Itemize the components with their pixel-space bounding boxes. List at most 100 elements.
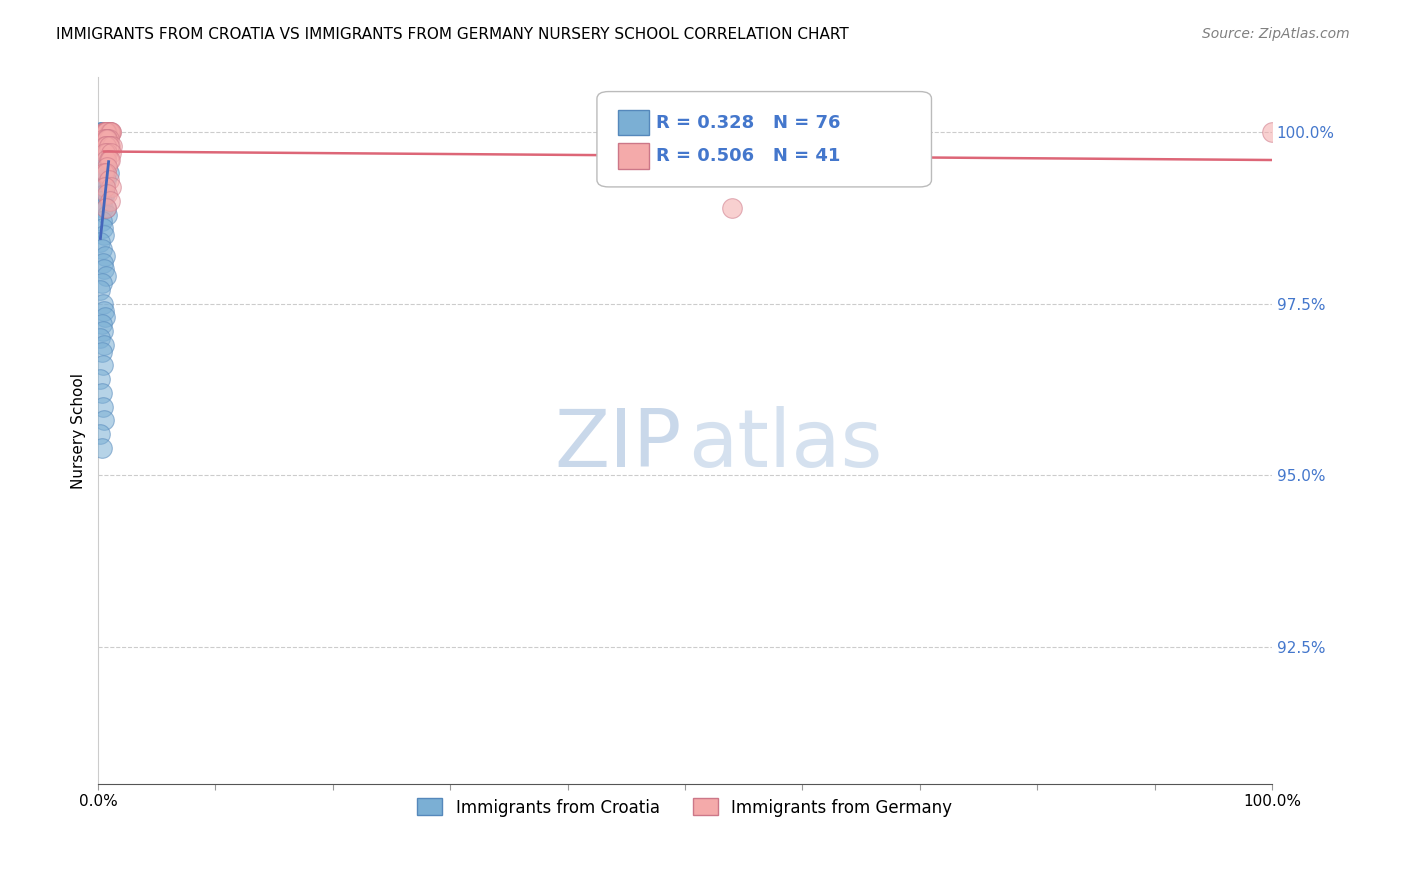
Point [97,166,120,180]
Point [1261,125,1284,139]
Point [93,153,115,167]
Point [96,125,118,139]
Point [100,145,122,160]
Point [96,201,118,215]
Point [94,125,117,139]
Point [93,125,115,139]
Point [93,187,115,202]
Point [93,132,115,146]
Point [96,125,118,139]
Point [90,145,112,160]
Point [89,132,111,146]
Point [94,187,117,202]
Point [96,125,118,139]
Point [94,132,117,146]
Point [93,125,115,139]
Point [93,132,115,146]
Point [94,310,117,325]
Point [96,125,118,139]
Point [98,153,121,167]
Point [93,166,115,180]
Point [97,125,120,139]
Point [93,132,115,146]
Point [91,153,114,167]
Point [96,145,118,160]
Point [94,180,117,194]
Point [96,139,118,153]
Point [96,145,118,160]
Point [89,283,111,297]
Point [90,441,112,455]
Text: Source: ZipAtlas.com: Source: ZipAtlas.com [1202,27,1350,41]
Point [91,125,114,139]
Point [100,125,122,139]
Point [96,201,118,215]
Point [97,132,120,146]
Point [97,125,120,139]
Point [91,201,114,215]
Text: ZIP: ZIP [554,406,682,483]
Point [91,324,114,338]
Point [90,132,112,146]
Point [94,132,117,146]
Point [90,125,112,139]
Point [90,153,112,167]
FancyBboxPatch shape [619,143,648,169]
Point [100,180,122,194]
Point [100,125,122,139]
Point [91,166,114,180]
Point [94,139,117,153]
Point [93,262,115,277]
Point [96,132,118,146]
Point [90,132,112,146]
Text: R = 0.506   N = 41: R = 0.506 N = 41 [655,147,839,165]
Point [97,153,120,167]
Point [96,132,118,146]
Point [97,173,120,187]
Point [96,269,118,284]
Point [94,125,117,139]
Point [96,166,118,180]
Point [90,139,112,153]
Point [89,427,111,442]
Point [96,125,118,139]
Text: IMMIGRANTS FROM CROATIA VS IMMIGRANTS FROM GERMANY NURSERY SCHOOL CORRELATION CH: IMMIGRANTS FROM CROATIA VS IMMIGRANTS FR… [56,27,849,42]
Point [91,255,114,269]
Y-axis label: Nursery School: Nursery School [72,373,86,489]
FancyBboxPatch shape [598,92,932,187]
Point [91,139,114,153]
Point [97,125,120,139]
Point [721,201,744,215]
Point [90,214,112,228]
Point [90,125,112,139]
Point [89,194,111,208]
Point [89,173,111,187]
Point [91,132,114,146]
Point [91,132,114,146]
Point [90,242,112,256]
Point [91,221,114,235]
Point [91,400,114,414]
Point [94,249,117,263]
Text: atlas: atlas [689,406,883,483]
Point [90,318,112,332]
Point [96,153,118,167]
Point [91,297,114,311]
Point [90,180,112,194]
Point [90,385,112,400]
Point [89,235,111,249]
Point [96,208,118,222]
Point [93,166,115,180]
Point [93,338,115,352]
Point [90,344,112,359]
Point [96,132,118,146]
Point [98,194,121,208]
Point [94,160,117,174]
Point [97,139,120,153]
Point [89,331,111,345]
Legend: Immigrants from Croatia, Immigrants from Germany: Immigrants from Croatia, Immigrants from… [409,790,960,825]
Point [93,303,115,318]
Point [96,160,118,174]
Point [90,132,112,146]
Point [90,160,112,174]
